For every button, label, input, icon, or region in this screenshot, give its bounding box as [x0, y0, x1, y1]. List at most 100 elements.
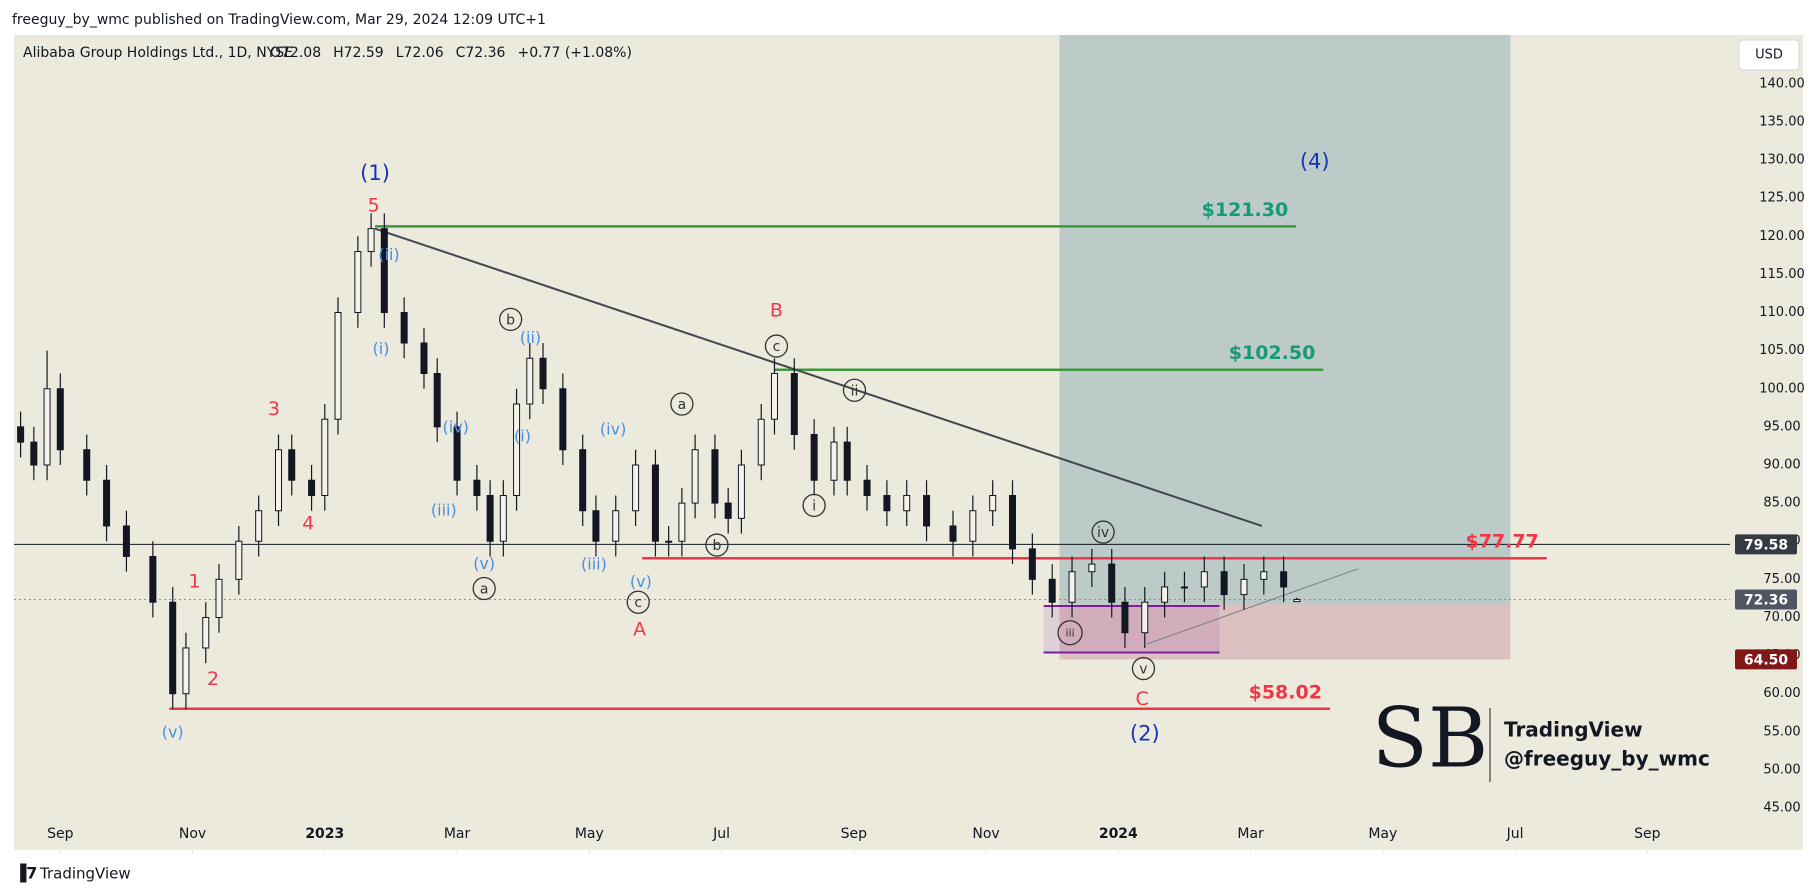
- candle-body: [903, 494, 911, 512]
- x-tick-label: 2024: [1099, 826, 1138, 842]
- candle-body: [367, 228, 375, 253]
- wave-label: a: [480, 581, 489, 597]
- ohlc-value: +0.77 (+1.08%): [517, 45, 631, 61]
- candle-body: [1280, 571, 1288, 588]
- x-tick-label: Jul: [1506, 826, 1524, 842]
- wave-label: (ii): [520, 328, 541, 347]
- wave-label: (2): [1130, 721, 1160, 745]
- price-level-label: $121.30: [1202, 199, 1289, 221]
- candle-body: [539, 357, 547, 390]
- candle-body: [215, 578, 223, 618]
- y-tick-label: 100.00: [1759, 381, 1805, 396]
- candle-body: [202, 616, 210, 649]
- candle-body: [1048, 578, 1056, 603]
- candle-body: [949, 525, 957, 542]
- candle-body: [1200, 571, 1208, 588]
- x-tick-label: Jul: [712, 826, 730, 842]
- ohlc-value: L72.06: [396, 45, 444, 61]
- candle-body: [499, 494, 507, 542]
- price-level-label: $77.77: [1465, 531, 1538, 553]
- candle-body: [559, 388, 567, 451]
- wave-label: 1: [188, 570, 200, 592]
- price-axis-label: 72.36: [1744, 592, 1788, 608]
- x-tick-label: May: [575, 826, 604, 842]
- candle-body: [790, 373, 798, 435]
- candle-body: [665, 540, 673, 543]
- wave-label: iv: [1097, 525, 1109, 541]
- wave-label: (v): [473, 554, 495, 573]
- candle-body: [149, 555, 157, 603]
- candle-body: [651, 464, 659, 542]
- candle-body: [453, 426, 461, 481]
- currency-button[interactable]: [1738, 39, 1800, 71]
- candle-body: [691, 449, 699, 504]
- candle-body: [770, 373, 778, 420]
- wave-label: (i): [514, 427, 531, 446]
- wave-label: ii: [851, 383, 859, 399]
- candle-body: [169, 601, 177, 695]
- candle-body: [1141, 601, 1149, 634]
- candle-body: [513, 403, 521, 496]
- candle-body: [1121, 601, 1129, 634]
- wave-label: C: [1135, 688, 1148, 710]
- candle-body: [579, 449, 587, 512]
- position-stop-zone: [1059, 604, 1511, 660]
- wave-label-circle: [842, 378, 867, 402]
- candle-body: [43, 388, 51, 466]
- candle-body: [923, 494, 931, 527]
- candle-body: [308, 479, 316, 496]
- candle-body: [334, 312, 342, 420]
- y-tick-label: 125.00: [1759, 191, 1805, 206]
- y-tick-label: 75.00: [1763, 572, 1800, 587]
- candle-body: [843, 441, 851, 481]
- wave-label: (iii): [431, 500, 457, 519]
- price-axis-label: 79.58: [1744, 537, 1788, 553]
- wave-label: (v): [162, 722, 184, 741]
- wave-label-circle: [670, 392, 694, 416]
- candle-body: [288, 449, 296, 481]
- candle-body: [612, 510, 620, 542]
- candle-body: [1108, 563, 1116, 603]
- watermark-text: @freeguy_by_wmc: [1504, 747, 1710, 771]
- price-axis-badge: [1735, 534, 1797, 555]
- wave-label: c: [773, 339, 781, 355]
- wave-label: v: [1139, 662, 1147, 678]
- x-tick-label: May: [1368, 826, 1397, 842]
- wave-label: 2: [207, 668, 219, 690]
- y-tick-label: 90.00: [1763, 457, 1800, 472]
- footer-brand: TradingView: [39, 865, 131, 883]
- price-level-label: $102.50: [1229, 342, 1316, 364]
- wave-label: (v): [630, 572, 652, 591]
- x-tick-label: Sep: [841, 826, 868, 842]
- candle-body: [433, 373, 441, 428]
- y-tick-label: 105.00: [1759, 343, 1805, 358]
- wave-label-circle: [1091, 520, 1115, 544]
- y-tick-label: 120.00: [1759, 229, 1805, 244]
- x-tick-label: Nov: [972, 826, 999, 842]
- candle-body: [122, 525, 130, 557]
- wave-label: (4): [1300, 150, 1330, 174]
- wave-label-circle: [498, 307, 523, 332]
- x-tick-label: 2023: [305, 826, 344, 842]
- candle-body: [810, 433, 818, 481]
- y-tick-label: 55.00: [1763, 724, 1800, 739]
- candle-body: [1088, 563, 1096, 573]
- candle-body: [235, 540, 243, 580]
- y-tick-label: 95.00: [1763, 419, 1800, 434]
- candle-body: [1293, 598, 1301, 603]
- candle-body: [1260, 571, 1268, 580]
- candle-body: [1068, 571, 1076, 603]
- wave-label-circle: [764, 334, 789, 358]
- wave-label: i: [812, 498, 816, 514]
- candle-body: [321, 418, 329, 496]
- x-tick-label: Mar: [444, 826, 471, 842]
- price-axis-badge: [1735, 589, 1797, 610]
- candle-body: [830, 441, 838, 481]
- y-tick-label: 70.00: [1763, 610, 1800, 625]
- wave-label: 3: [268, 398, 280, 420]
- candle-body: [678, 502, 686, 542]
- candle-body: [83, 449, 91, 481]
- wave-label-circle: [1131, 656, 1156, 681]
- wave-label: iii: [1065, 627, 1074, 640]
- candle-body: [255, 510, 263, 542]
